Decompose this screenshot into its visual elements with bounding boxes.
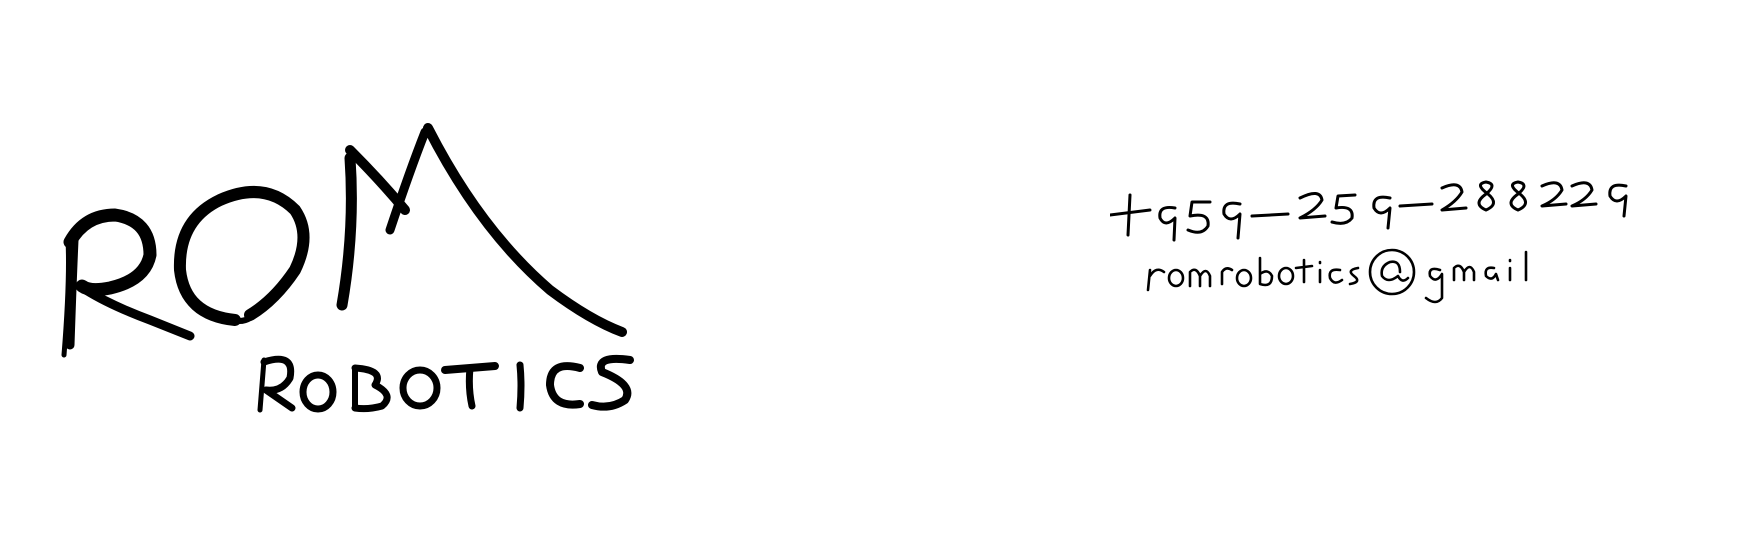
handwritten-phone: [1110, 180, 1628, 242]
logo-word-robotics: [257, 354, 634, 413]
logo-letter-r: [61, 208, 195, 358]
logo-text-robotics: ROBOTICS: [50, 470, 51, 471]
contact-block: +959-259-288229 romrobotics@gmail: [1110, 180, 1710, 340]
logo-letter-o: [173, 186, 310, 326]
contact-drawing: [1110, 180, 1628, 304]
rom-robotics-logo: ROM ROBOTICS: [50, 110, 750, 470]
logo-letter-m: [336, 123, 627, 337]
logo-text-rom: ROM: [50, 470, 51, 471]
contact-email: romrobotics@gmail: [1110, 340, 1111, 341]
handwritten-email: [1146, 248, 1528, 304]
logo-drawing: [61, 123, 634, 413]
contact-phone: +959-259-288229: [1110, 340, 1111, 341]
